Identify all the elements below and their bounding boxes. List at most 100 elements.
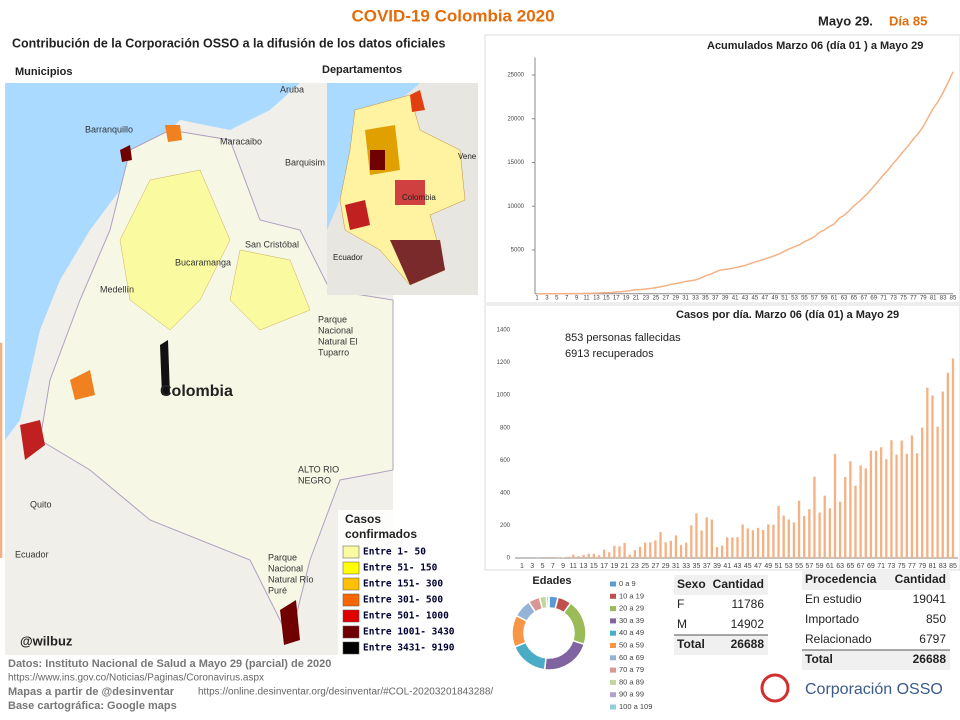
- x-tick-label: 27: [652, 563, 660, 570]
- bar: [659, 532, 662, 558]
- legend-swatch: [610, 655, 616, 661]
- y-tick-label: 10000: [507, 204, 524, 210]
- bar: [844, 477, 847, 558]
- legend-label: Entre 151- 300: [363, 579, 443, 590]
- table-header-bg: [802, 570, 950, 590]
- x-tick-label: 57: [811, 295, 818, 301]
- legend-swatch: [610, 643, 616, 648]
- bar: [823, 495, 826, 558]
- date: Mayo 29.: [818, 13, 873, 28]
- bar: [613, 545, 616, 558]
- x-tick-label: 35: [702, 295, 709, 301]
- legend-swatch: [610, 606, 616, 612]
- bar: [936, 426, 939, 558]
- department-map: [327, 83, 478, 295]
- y-tick-label: 0: [507, 556, 511, 562]
- x-tick-label: 29: [662, 563, 670, 570]
- x-tick-label: 69: [870, 295, 877, 301]
- place-label: Tuparro: [318, 347, 349, 357]
- bar: [618, 546, 621, 558]
- table-cell: Importado: [805, 612, 859, 626]
- legend-swatch: [342, 561, 360, 575]
- bar: [854, 485, 857, 558]
- legend-label: Entre 1- 50: [363, 547, 426, 558]
- x-tick-label: 53: [791, 295, 798, 301]
- bar: [567, 556, 570, 558]
- x-tick-label: 25: [653, 295, 660, 301]
- legend-label: 10 a 19: [619, 591, 644, 600]
- x-tick-label: 73: [888, 563, 896, 570]
- x-tick-label: 85: [949, 563, 957, 570]
- legend-title: Casos: [345, 512, 381, 526]
- table-total-bg: [674, 635, 768, 655]
- x-tick-label: 51: [775, 563, 783, 570]
- place-label: Nacional: [268, 563, 303, 573]
- bar: [577, 556, 580, 558]
- table-cell: 19041: [913, 592, 947, 606]
- x-tick-label: 5: [541, 563, 545, 570]
- x-tick-label: 39: [722, 295, 729, 301]
- place-label: Ecuador: [15, 549, 49, 559]
- x-tick-label: 13: [580, 563, 588, 570]
- bar: [705, 517, 708, 558]
- x-tick-label: 7: [551, 563, 555, 570]
- bar: [828, 508, 832, 558]
- bar: [0, 342, 3, 558]
- place-label: Nacional: [318, 325, 353, 335]
- x-tick-label: 21: [621, 563, 629, 570]
- x-tick-label: 61: [831, 295, 838, 301]
- bar: [849, 461, 852, 558]
- legend-label: Entre 51- 150: [363, 563, 438, 574]
- x-tick-label: 75: [900, 295, 907, 301]
- place-label: NEGRO: [298, 475, 331, 485]
- map-label: Departamentos: [322, 64, 402, 76]
- bar: [767, 524, 770, 558]
- footer: https://www.ins.gov.co/Noticias/Paginas/…: [8, 673, 264, 684]
- y-tick-label: 800: [500, 425, 511, 431]
- bar: [792, 522, 796, 558]
- bar: [649, 542, 652, 558]
- bar: [797, 500, 801, 558]
- bar: [787, 519, 790, 558]
- x-tick-label: 83: [939, 563, 947, 570]
- bar: [915, 453, 919, 558]
- x-tick-label: 45: [744, 563, 752, 570]
- place-label: Quito: [30, 499, 52, 509]
- legend-swatch: [342, 609, 360, 623]
- y-tick-label: 20000: [507, 116, 524, 122]
- x-tick-label: 49: [764, 563, 772, 570]
- place-label: Barranquillo: [85, 124, 133, 134]
- y-tick-label: 1200: [497, 360, 511, 366]
- day: Día 85: [889, 13, 927, 28]
- bar: [751, 530, 755, 558]
- bar: [726, 537, 729, 558]
- bar: [695, 513, 698, 558]
- bar: [669, 540, 672, 558]
- place-label: Medellín: [100, 284, 134, 294]
- x-tick-label: 41: [723, 563, 731, 570]
- bar: [720, 545, 724, 558]
- bar: [715, 547, 719, 558]
- bar: [864, 468, 867, 558]
- x-tick-label: 47: [761, 295, 768, 301]
- bar: [895, 454, 898, 558]
- legend-label: Entre 1001- 3430: [363, 627, 455, 638]
- x-tick-label: 85: [950, 295, 957, 301]
- bar: [623, 543, 626, 558]
- x-tick-label: 43: [734, 563, 742, 570]
- x-tick-label: 71: [877, 563, 885, 570]
- footer: Mapas a partir de @desinventar: [8, 686, 175, 698]
- place-label: ALTO RIO: [298, 464, 339, 474]
- place-label: Aruba: [280, 84, 304, 94]
- table-cell: M: [677, 617, 687, 631]
- bar: [654, 540, 657, 558]
- x-tick-label: 31: [682, 295, 689, 301]
- x-tick-label: 9: [575, 295, 579, 301]
- donut-slice: [543, 639, 586, 671]
- legend-swatch: [610, 704, 616, 710]
- table-header: Procedencia: [805, 572, 877, 586]
- donut-slice: [513, 641, 547, 671]
- x-tick-label: 59: [821, 295, 828, 301]
- table-total: 26688: [731, 637, 765, 651]
- x-tick-label: 11: [583, 295, 590, 301]
